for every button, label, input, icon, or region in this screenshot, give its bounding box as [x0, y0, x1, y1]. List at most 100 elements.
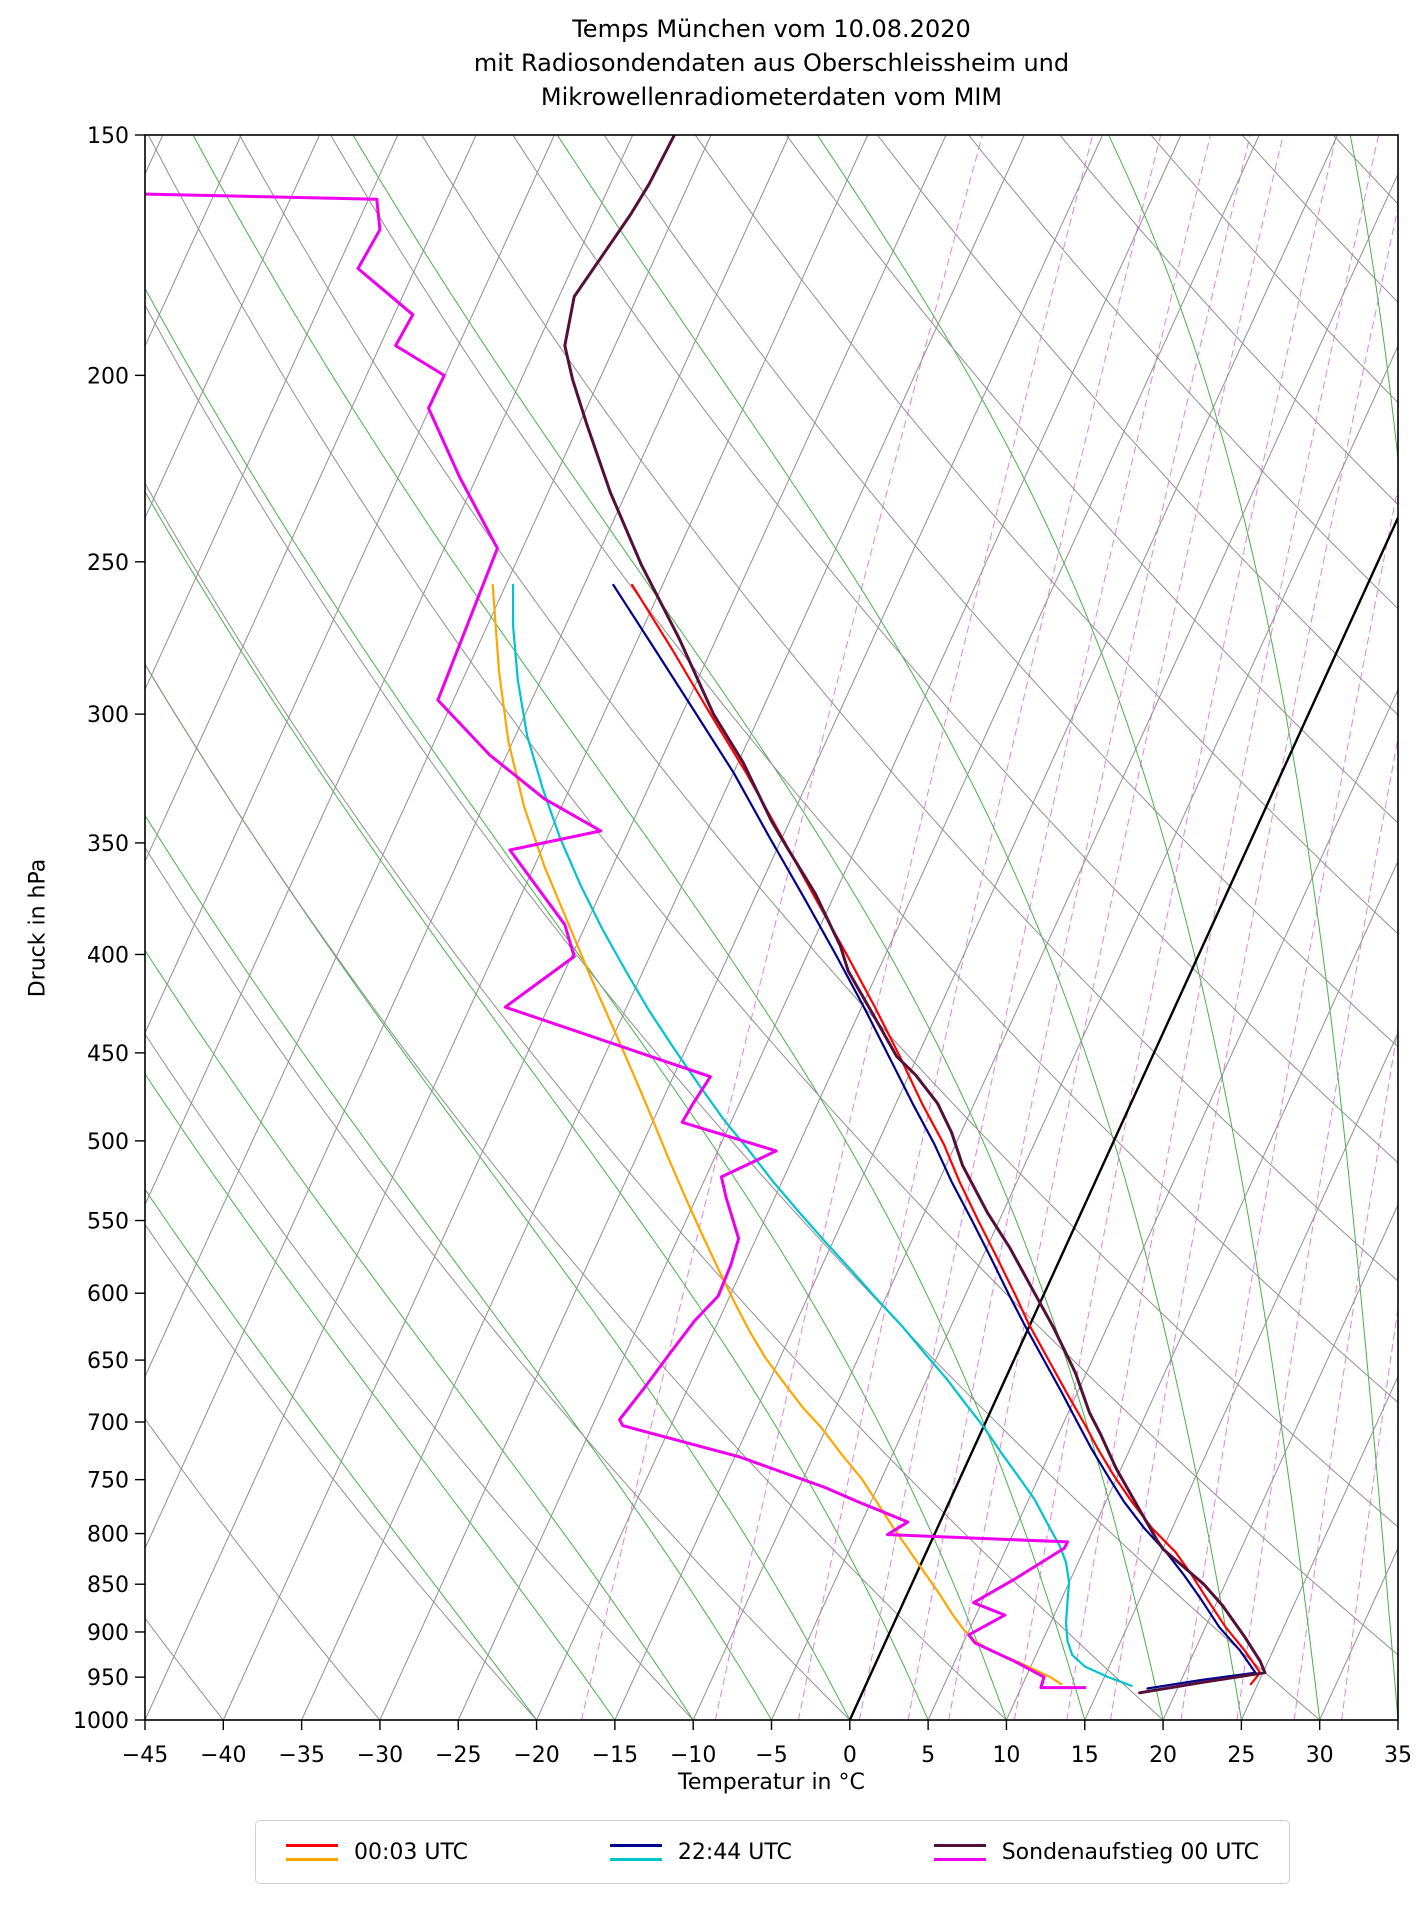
isotherm-line	[222, 135, 947, 1720]
x-tick-label: 5	[921, 1743, 935, 1768]
mixing-ratio-line	[948, 135, 1284, 1720]
isotherm-line	[145, 135, 320, 519]
mixing-ratio-line	[907, 135, 1251, 1720]
x-tick-label: −25	[435, 1743, 481, 1768]
isotherm-line	[145, 135, 790, 1550]
isotherm-line	[614, 135, 1338, 1720]
dry-adiabat-line	[421, 135, 1398, 1282]
moist-adiabat-line	[145, 814, 772, 1720]
x-tick-label: −10	[670, 1743, 716, 1768]
moist-adiabat-line	[1349, 135, 1398, 464]
mixing-ratio-line	[858, 135, 1211, 1720]
x-axis-label: Temperatur in °C	[678, 1770, 865, 1795]
legend-line-swatch	[933, 1843, 986, 1847]
series-22-44-utc-taupunkt	[512, 583, 1133, 1687]
legend-line-swatch	[286, 1857, 338, 1861]
y-tick-label: 850	[87, 1573, 129, 1598]
isotherm-line	[692, 172, 1398, 1720]
moist-adiabat-line	[145, 490, 929, 1720]
series-00-03-utc-taupunkt	[491, 583, 1063, 1686]
mixing-ratio-line	[1066, 135, 1380, 1720]
isotherm-line	[145, 135, 712, 1378]
title-line-3: Mikrowellenradiometerdaten vom MIM	[540, 83, 1003, 111]
isotherm-line	[1084, 1031, 1398, 1720]
isotherm-line	[145, 135, 164, 176]
y-tick-label: 750	[87, 1469, 129, 1494]
x-tick-label: 30	[1306, 1743, 1334, 1768]
legend-item-0003utc: 00:03 UTC	[286, 1840, 468, 1865]
y-tick-label: 950	[87, 1666, 129, 1691]
isotherm-line	[145, 135, 869, 1720]
dry-adiabat-line	[239, 135, 1398, 1528]
y-tick-label: 150	[87, 124, 129, 149]
y-tick-label: 700	[87, 1411, 129, 1436]
y-tick-label: 1000	[73, 1709, 129, 1734]
isotherm-line	[1005, 859, 1398, 1720]
mixing-ratio-line	[797, 135, 1162, 1720]
dry-adiabat-line	[877, 135, 1398, 716]
x-tick-label: 0	[843, 1743, 857, 1768]
legend-line-swatch	[286, 1843, 338, 1847]
dry-adiabat-line	[145, 663, 1007, 1720]
dry-adiabat-line	[145, 304, 1321, 1720]
y-tick-label: 450	[87, 1042, 129, 1067]
y-tick-label: 350	[87, 832, 129, 857]
isotherm-line	[1240, 1375, 1398, 1720]
isotherm-line	[379, 135, 1104, 1720]
y-tick-label: 600	[87, 1282, 129, 1307]
y-tick-label: 400	[87, 943, 129, 968]
dry-adiabat-line	[145, 1223, 538, 1720]
legend-item-2244utc: 22:44 UTC	[609, 1840, 792, 1865]
dry-adiabat-line	[512, 135, 1398, 1164]
isotherm-line	[145, 135, 555, 1035]
series-sondenaufstieg-00-utc-taupunkt	[145, 192, 1087, 1690]
y-tick-label: 550	[87, 1210, 129, 1235]
moist-adiabat-line	[145, 663, 851, 1720]
mixing-ratio-line	[1013, 135, 1337, 1720]
mixing-ratio-line	[1341, 1304, 1398, 1720]
x-tick-label: −45	[122, 1743, 168, 1768]
y-tick-label: 250	[87, 551, 129, 576]
legend: 00:03 UTC 22:44 UTC Sondenaufstieg 00 UT…	[255, 1820, 1290, 1884]
y-tick-label: 800	[87, 1523, 129, 1548]
isotherm-line	[145, 135, 399, 691]
x-tick-label: −40	[200, 1743, 246, 1768]
mixing-ratio-line	[581, 135, 983, 1720]
moist-adiabat-line	[556, 135, 1242, 1720]
moist-adiabat-line	[1108, 135, 1398, 1720]
moist-adiabat-line	[145, 949, 694, 1720]
y-axis-label: Druck in hPa	[25, 858, 51, 998]
x-tick-label: 20	[1149, 1743, 1177, 1768]
isotherm-line	[301, 135, 1025, 1720]
x-tick-label: 15	[1071, 1743, 1099, 1768]
dry-adiabat-line	[968, 135, 1398, 610]
isotherm-line	[145, 135, 477, 863]
background-grid	[145, 135, 1398, 1720]
isotherm-line	[145, 135, 634, 1206]
axes: 1502002503003504004505005506006507007508…	[73, 124, 1412, 1768]
x-tick-label: 25	[1227, 1743, 1255, 1768]
dry-adiabat-line	[145, 482, 1164, 1720]
dry-adiabat-line	[145, 846, 851, 1720]
moist-adiabat-line	[145, 1188, 538, 1720]
dry-adiabat-line	[694, 135, 1398, 935]
moist-adiabat-line	[352, 135, 1164, 1720]
isotherm-line	[1397, 1718, 1398, 1720]
chart-title: Temps München vom 10.08.2020 mit Radioso…	[145, 12, 1398, 114]
x-tick-label: −20	[513, 1743, 559, 1768]
series-22-44-utc-temperatur	[612, 583, 1257, 1690]
legend-item-sondenaufstieg: Sondenaufstieg 00 UTC	[933, 1840, 1259, 1865]
x-tick-label: −35	[278, 1743, 324, 1768]
dry-adiabat-line	[330, 135, 1398, 1404]
moist-adiabat-line	[192, 135, 1086, 1720]
mixing-ratio-line	[1180, 485, 1398, 1720]
x-tick-label: 10	[992, 1743, 1020, 1768]
moist-adiabat-line	[816, 135, 1321, 1720]
dry-adiabat-line	[147, 135, 1398, 1656]
y-tick-label: 900	[87, 1621, 129, 1646]
title-line-2: mit Radiosondendaten aus Oberschleisshei…	[473, 49, 1070, 77]
zero-isotherm-line	[848, 514, 1398, 1720]
dry-adiabat-line	[785, 135, 1398, 824]
isotherm-line	[927, 688, 1398, 1720]
